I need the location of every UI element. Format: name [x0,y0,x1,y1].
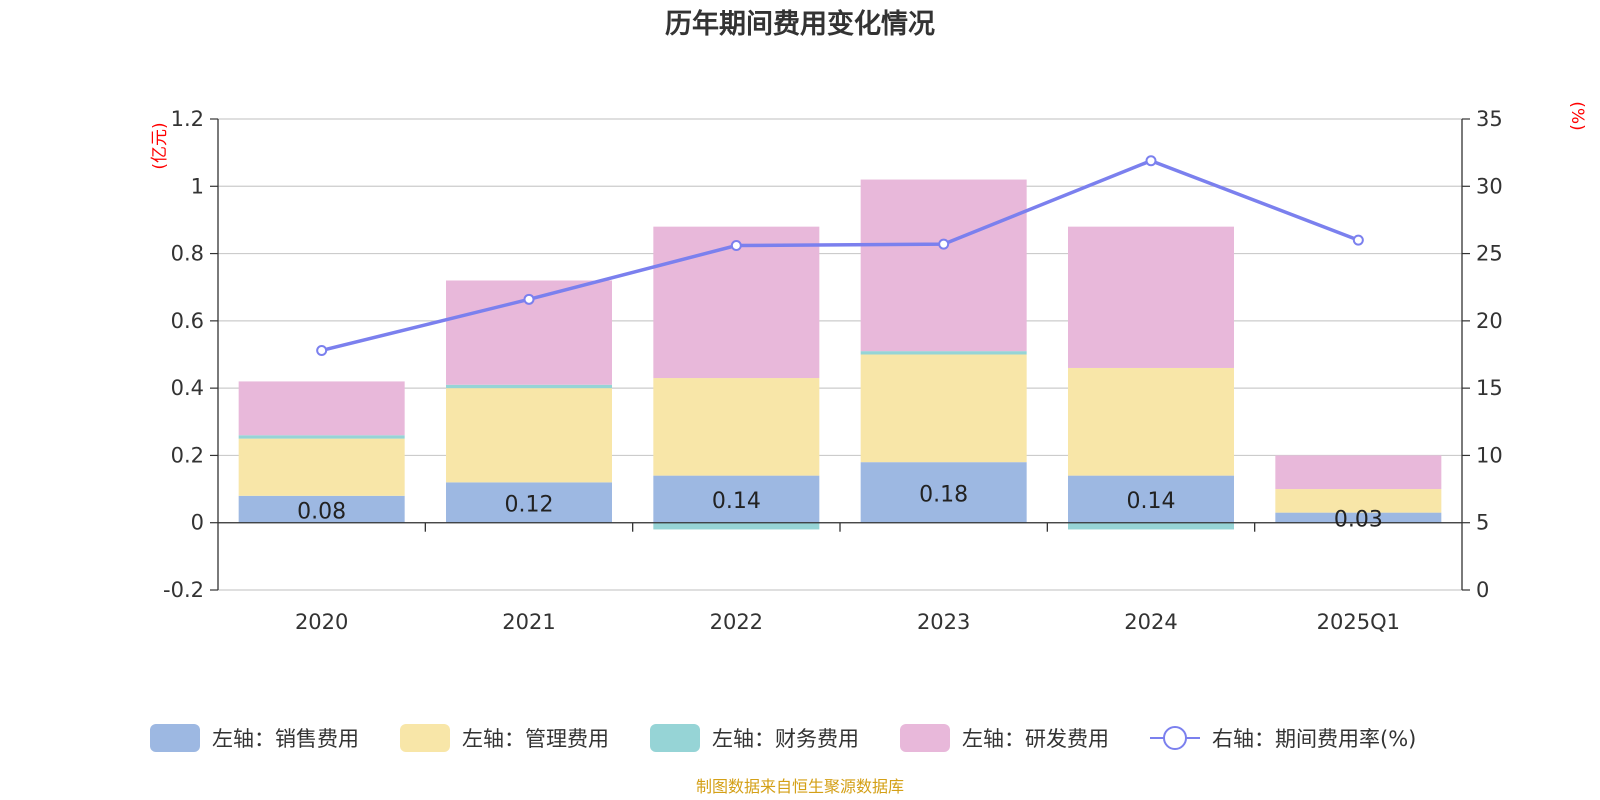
right-tick-label: 5 [1476,511,1489,535]
right-tick-label: 35 [1476,107,1503,131]
axes: -0.2 0 0.2 0.4 0.6 0.8 1 1.2 0 5 10 15 20 25 30 35 2020 2… [163,107,1503,634]
rate-point [1145,155,1157,167]
left-tick-label: 0.2 [171,443,204,467]
right-tick-label: 30 [1476,174,1503,198]
right-tick-label: 25 [1476,242,1503,266]
bar-0-2023 [860,462,1027,523]
rate-point [523,293,535,305]
left-tick-label: 0.6 [171,309,204,333]
left-tick-label: 0.8 [171,242,204,266]
bar-3-2024 [1068,226,1234,368]
left-tick-label: 1.2 [171,107,204,131]
x-tick-label: 2025Q1 [1317,610,1400,634]
bar-1-2024 [1068,367,1234,476]
left-tick-label: -0.2 [163,578,204,602]
bar-3-2023 [860,179,1027,352]
legend-swatch [900,724,950,752]
right-tick-label: 10 [1476,443,1503,467]
left-tick-label: 0.4 [171,376,204,400]
legend-label: 左轴：销售费用 [212,727,359,751]
right-tick-label: 20 [1476,309,1503,333]
bar-2-2024 [1068,522,1234,530]
legend-label: 左轴：财务费用 [712,727,859,751]
data-label: 0.12 [505,493,554,518]
bar-1-2023 [860,354,1027,463]
bar-0-2020 [238,495,405,523]
rate-point [1352,234,1364,246]
bar-0-2021 [446,482,612,523]
bar-2-2021 [446,384,612,389]
bar-0-2025Q1 [1275,512,1442,523]
bar-1-2021 [446,388,612,483]
x-tick-label: 2021 [502,610,555,634]
bar-3-2020 [238,381,405,436]
legend-label: 右轴：期间费用率(%) [1212,727,1416,751]
bar-1-2025Q1 [1275,489,1442,513]
right-tick-label: 15 [1476,376,1503,400]
bars [238,179,1442,530]
data-label: 0.14 [712,489,761,514]
bar-2-2022 [653,522,820,530]
legend-label: 左轴：管理费用 [462,727,609,751]
x-tick-label: 2020 [295,610,348,634]
bar-2-2023 [860,351,1027,355]
bar-1-2022 [653,378,820,476]
left-tick-label: 0 [191,511,204,535]
data-label: 0.08 [297,499,346,524]
left-axis-unit: (亿元) [150,122,170,169]
footer-source: 制图数据来自恒生聚源数据库 [696,777,904,796]
legend: 左轴：销售费用 左轴：管理费用 左轴：财务费用 左轴：研发费用 右轴：期间费用率(%) [150,724,1416,752]
rate-point [316,344,328,356]
rate-line [321,158,1359,353]
bar-3-2025Q1 [1275,455,1442,490]
data-label: 0.18 [919,482,968,507]
x-tick-label: 2024 [1124,610,1177,634]
expense-rate-line [316,155,1364,356]
bar-1-2020 [238,438,405,496]
x-tick-label: 2023 [917,610,970,634]
data-label: 0.03 [1334,508,1383,533]
x-tick-label: 2022 [710,610,763,634]
legend-label: 左轴：研发费用 [962,727,1109,751]
right-tick-label: 0 [1476,578,1489,602]
data-labels: 0.08 0.12 0.14 0.18 0.14 0.03 [297,482,1383,532]
legend-swatch [650,724,700,752]
bar-0-2022 [653,475,820,523]
bar-3-2022 [653,226,820,379]
right-axis-unit: (%) [1567,101,1587,130]
data-label: 0.14 [1127,489,1176,514]
chart-title: 历年期间费用变化情况 [665,8,935,40]
left-tick-label: 1 [191,174,204,198]
rate-point [730,239,742,251]
bar-0-2024 [1068,475,1234,523]
legend-line-marker [1163,726,1187,750]
rate-point [938,238,950,250]
legend-swatch [400,724,450,752]
bar-2-2020 [238,435,405,439]
legend-swatch [150,724,200,752]
